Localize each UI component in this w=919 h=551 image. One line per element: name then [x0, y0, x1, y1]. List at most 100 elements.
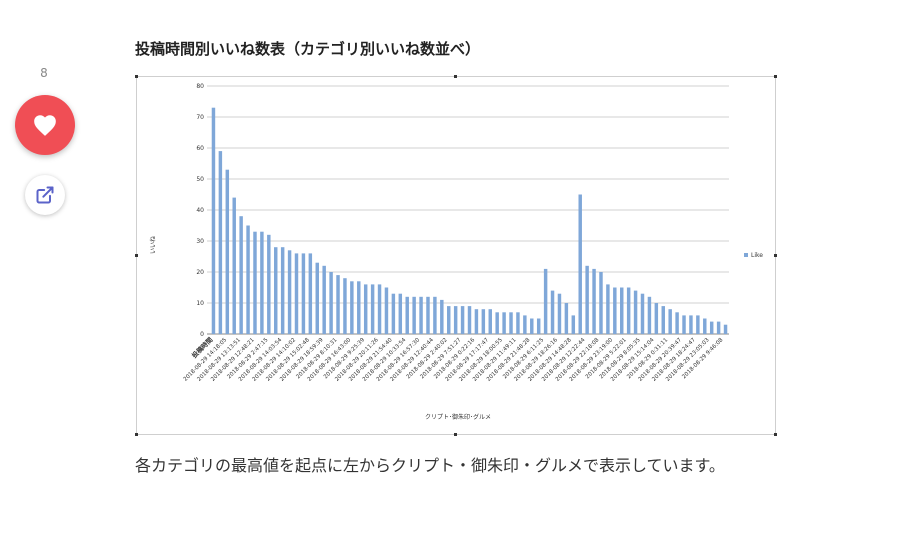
y-tick-label: 10	[196, 300, 204, 307]
bar	[232, 197, 236, 334]
y-tick-label: 30	[196, 238, 204, 245]
bar	[689, 315, 693, 334]
bar	[384, 287, 389, 334]
bar	[682, 315, 686, 334]
bar	[398, 293, 403, 334]
bar	[530, 318, 534, 334]
bar	[336, 275, 340, 334]
like-count: 8	[40, 66, 48, 80]
bar	[599, 272, 603, 334]
bar	[329, 272, 333, 334]
y-tick-label: 20	[196, 269, 204, 276]
bar	[253, 231, 257, 334]
y-tick-label: 80	[196, 83, 204, 90]
bar	[709, 321, 714, 334]
y-tick-label: 40	[196, 207, 204, 214]
chart-figure: 0 10 20 30 40 50 60 70 80 投稿時間 2018-08-29 14:18:05…	[135, 75, 777, 436]
heart-icon	[34, 115, 56, 136]
bar	[668, 309, 672, 334]
bar	[294, 253, 299, 334]
resize-handle	[774, 75, 777, 78]
bar	[239, 216, 243, 334]
bar	[654, 303, 659, 334]
x-axis-title: クリプト･御朱印･グルメ	[425, 413, 491, 421]
bar	[633, 290, 638, 334]
bar	[640, 293, 645, 334]
bar	[474, 309, 479, 334]
bar	[280, 247, 285, 334]
bar	[246, 225, 250, 334]
bar	[363, 284, 368, 334]
bar	[675, 312, 679, 334]
bar	[585, 265, 589, 334]
resize-handle	[135, 254, 138, 257]
resize-handle	[774, 254, 777, 257]
bar	[357, 281, 361, 334]
bar	[564, 303, 569, 334]
bar	[453, 306, 458, 334]
bar	[426, 296, 430, 334]
bar	[370, 284, 375, 334]
resize-handle	[454, 433, 457, 436]
bar	[287, 250, 292, 334]
legend-swatch	[744, 253, 748, 257]
bar	[218, 151, 223, 334]
y-tick-label: 0	[200, 331, 204, 338]
bar	[571, 315, 576, 334]
resize-handle	[135, 433, 138, 436]
legend-label: Like	[751, 252, 763, 259]
resize-handle	[774, 433, 777, 436]
bar	[440, 299, 444, 334]
bar	[647, 296, 652, 334]
bar	[626, 287, 631, 334]
resize-handle	[454, 75, 457, 78]
bar	[419, 296, 423, 334]
bar	[225, 169, 230, 334]
bar	[322, 265, 326, 334]
bar	[488, 309, 492, 334]
bar	[481, 309, 486, 334]
like-button[interactable]	[15, 95, 75, 155]
bar	[536, 318, 541, 334]
bar	[495, 312, 499, 334]
bar	[460, 306, 465, 334]
bar	[433, 296, 437, 334]
share-button[interactable]	[25, 175, 65, 215]
bar	[377, 284, 382, 334]
bar	[315, 262, 319, 334]
bar	[502, 312, 506, 334]
bar	[661, 306, 665, 334]
bar	[543, 268, 548, 334]
bar	[703, 318, 707, 334]
bar	[592, 268, 596, 334]
bar	[260, 231, 264, 334]
bar	[343, 278, 347, 334]
bar	[412, 296, 416, 334]
bar	[391, 293, 396, 334]
bar	[578, 194, 582, 334]
bar	[523, 315, 527, 334]
external-link-icon	[36, 186, 54, 204]
bar	[550, 290, 555, 334]
bar	[696, 315, 700, 334]
bar	[405, 296, 409, 334]
resize-handle	[135, 75, 138, 78]
bar	[301, 253, 306, 334]
bar	[557, 293, 562, 334]
bar	[350, 281, 354, 334]
y-tick-label: 60	[196, 145, 204, 152]
y-tick-label: 50	[196, 176, 204, 183]
y-tick-label: 70	[196, 114, 204, 121]
bar	[716, 321, 721, 334]
section-heading: 投稿時間別いいね数表（カテゴリ別いいね数並べ）	[135, 40, 481, 58]
bar	[516, 312, 520, 334]
bar	[613, 287, 617, 334]
article-paragraph: 各カテゴリの最高値を起点に左からクリプト・御朱印・グルメで表示しています。	[135, 456, 725, 475]
bar	[606, 284, 610, 334]
y-axis-title: いいね	[150, 236, 157, 254]
bar	[211, 107, 216, 334]
bar	[308, 253, 313, 334]
bar	[723, 324, 728, 334]
bar	[509, 312, 513, 334]
